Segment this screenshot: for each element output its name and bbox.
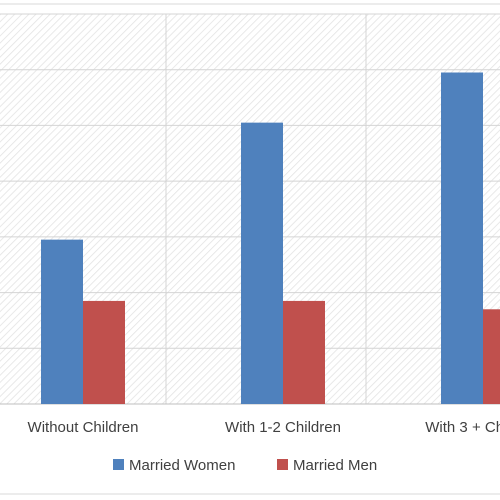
x-axis-labels: Without Children With 1-2 Children With 3 … — [28, 419, 500, 436]
legend: Married Women Married Men — [113, 457, 377, 474]
x-tick-label: With 1-2 Children — [225, 419, 341, 436]
bar-married-men-1 — [283, 300, 325, 404]
bar-married-men-0 — [83, 300, 125, 404]
bars — [41, 72, 500, 405]
bar-married-women-0 — [41, 239, 83, 404]
legend-label: Married Women — [129, 457, 235, 474]
bar-married-women-1 — [241, 122, 283, 405]
legend-label: Married Men — [293, 457, 377, 474]
legend-swatch — [113, 459, 124, 470]
x-tick-label: With 3 + Children — [425, 419, 500, 436]
legend-swatch — [277, 459, 288, 470]
bar-married-women-2 — [441, 72, 483, 404]
bar-married-men-2 — [483, 309, 500, 404]
x-tick-label: Without Children — [28, 419, 139, 436]
